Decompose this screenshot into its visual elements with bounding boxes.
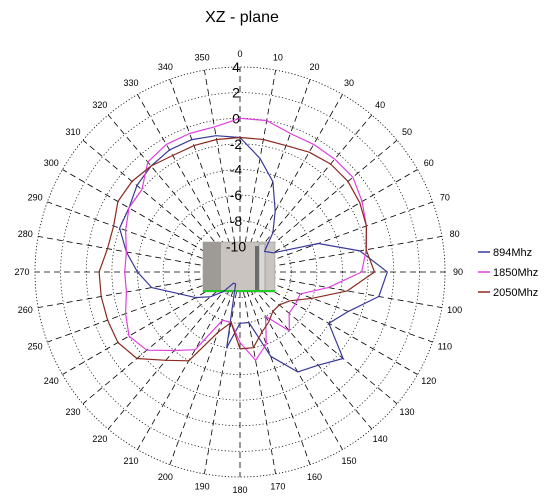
angle-tick-label: 230: [65, 407, 80, 417]
angle-tick-label: 50: [402, 127, 412, 137]
angle-tick-label: 340: [158, 62, 173, 72]
legend-label: 894Mhz: [493, 247, 532, 259]
angle-tick-label: 300: [44, 158, 59, 168]
radial-tick-label: -10: [226, 238, 246, 254]
angle-tick-label: 150: [341, 456, 356, 466]
radial-tick-label: 4: [232, 59, 240, 75]
angle-tick-label: 90: [453, 267, 463, 277]
radial-tick-label: 2: [232, 85, 240, 101]
radial-tick-label: 0: [232, 110, 240, 126]
grid-ring: [111, 143, 369, 401]
angle-tick-label: 200: [158, 472, 173, 482]
legend-label: 2050Mhz: [493, 287, 538, 299]
angle-tick-label: 290: [28, 192, 43, 202]
angle-tick-label: 350: [195, 52, 210, 62]
angle-tick-label: 60: [424, 158, 434, 168]
angle-tick-label: 250: [28, 342, 43, 352]
angle-tick-label: 120: [421, 376, 436, 386]
data-series: [98, 117, 388, 373]
angle-tick-label: 160: [307, 472, 322, 482]
angle-tick-label: 110: [438, 342, 452, 352]
angle-tick-label: 210: [123, 456, 138, 466]
angle-tick-label: 270: [14, 267, 29, 277]
grid-spoke: [169, 79, 241, 273]
angle-tick-label: 130: [399, 407, 414, 417]
angle-tick-label: 0: [237, 49, 242, 59]
legend-label: 1850Mhz: [493, 267, 538, 279]
angle-tick-label: 70: [440, 192, 450, 202]
chart-title: XZ - plane: [205, 9, 279, 26]
angle-tick-label: 140: [373, 434, 388, 444]
legend: 894Mhz 1850Mhz 2050Mhz: [478, 247, 538, 299]
grid-spoke: [239, 70, 276, 273]
grid-spoke: [82, 271, 241, 405]
radial-tick-label: -4: [230, 162, 243, 178]
grid-spoke: [239, 271, 276, 474]
grid-spoke: [239, 271, 311, 465]
angle-tick-label: 330: [123, 78, 138, 88]
radial-labels: 4 2 0 -2 -4 -6 -8 -10: [226, 59, 246, 254]
angle-tick-label: 310: [65, 127, 80, 137]
angle-tick-label: 180: [232, 485, 247, 495]
radial-tick-label: -6: [230, 187, 243, 203]
angle-tick-label: 40: [375, 100, 385, 110]
angle-tick-label: 240: [44, 376, 59, 386]
series-line-1850Mhz: [124, 117, 367, 361]
grid-spoke: [239, 79, 311, 273]
antenna-device-image: [202, 241, 276, 293]
radial-tick-label: -8: [230, 213, 243, 229]
angle-tick-label: 30: [344, 78, 354, 88]
angle-tick-label: 320: [92, 100, 107, 110]
angle-labels: 0 102030405060708090100110120130140150160…: [14, 49, 463, 495]
grid-spoke: [204, 271, 241, 474]
angle-tick-label: 220: [92, 434, 107, 444]
series-line-2050Mhz: [98, 136, 376, 362]
angle-tick-label: 170: [270, 482, 285, 492]
angle-tick-label: 20: [310, 62, 320, 72]
grid-spoke: [169, 271, 241, 465]
radial-tick-label: -2: [230, 136, 243, 152]
grid-spoke: [204, 70, 241, 273]
angle-tick-label: 80: [450, 229, 460, 239]
angle-tick-label: 100: [447, 305, 462, 315]
angle-tick-label: 10: [273, 52, 283, 62]
grid-spoke: [239, 271, 343, 450]
angle-tick-label: 280: [18, 229, 33, 239]
angle-tick-label: 260: [18, 305, 33, 315]
grid-ring: [60, 92, 420, 452]
grid-spoke: [239, 271, 373, 430]
grid-spoke: [239, 271, 398, 405]
grid-ring: [162, 194, 318, 350]
angle-tick-label: 190: [195, 482, 210, 492]
